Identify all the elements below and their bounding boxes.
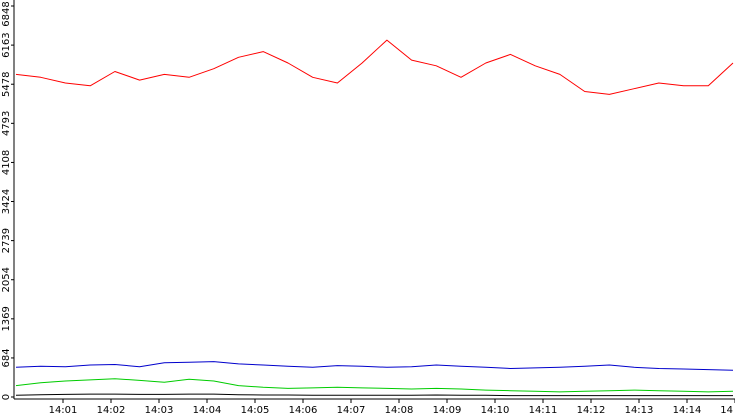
- x-axis-ticks: 14:01 14:02 14:03 14:04 14:05 14:06 14:07 14:08…: [49, 399, 735, 415]
- series-line-2: [15, 361, 734, 371]
- x-tick-label: 14:11: [529, 405, 558, 415]
- x-tick-label: 14:10: [481, 405, 510, 415]
- y-tick-label: 0: [1, 394, 12, 400]
- x-tick-label: 14:07: [337, 405, 366, 415]
- y-tick-label: 6163: [1, 32, 12, 57]
- y-tick-label: 684: [1, 348, 12, 367]
- series-layer: [15, 39, 734, 397]
- x-tick-label: 14:13: [625, 405, 654, 415]
- x-tick-label: 14:01: [49, 405, 78, 415]
- x-tick-label: 14:14: [673, 405, 702, 415]
- x-tick-label: 14:08: [385, 405, 414, 415]
- y-axis-ticks: 0 684 1369 2054 2739 3424 4108 4793 5478 6163 6848: [1, 1, 14, 400]
- series-line-1: [15, 39, 734, 95]
- x-tick-label: 14:03: [145, 405, 174, 415]
- x-tick-label: 14:09: [433, 405, 462, 415]
- x-tick-label: 14:12: [577, 405, 606, 415]
- y-tick-label: 4108: [1, 150, 12, 175]
- y-tick-label: 5478: [1, 71, 12, 96]
- y-tick-label: 6848: [1, 1, 12, 26]
- series-line-4: [15, 393, 733, 397]
- x-tick-label: 14:05: [241, 405, 270, 415]
- x-tick-label: 14:02: [97, 405, 126, 415]
- y-tick-label: 3424: [1, 189, 12, 214]
- x-tick-label: 14: [720, 405, 733, 415]
- x-tick-label: 14:06: [289, 405, 318, 415]
- y-tick-label: 1369: [1, 306, 12, 331]
- x-tick-label: 14:04: [193, 405, 222, 415]
- y-tick-label: 2739: [1, 228, 12, 253]
- y-tick-label: 4793: [1, 111, 12, 136]
- series-line-3: [15, 378, 734, 393]
- y-tick-label: 2054: [1, 267, 12, 292]
